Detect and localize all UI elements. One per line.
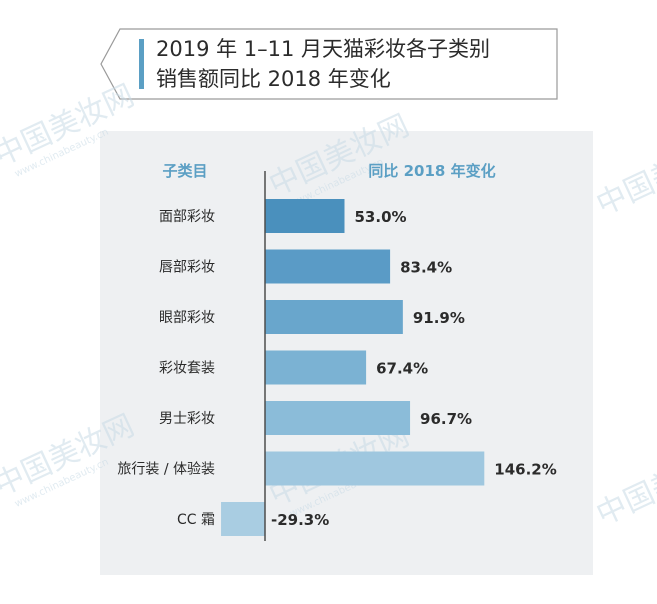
value-label: 83.4% <box>400 259 452 277</box>
category-label: 唇部彩妆 <box>159 260 215 276</box>
title-line-2: 销售额同比 2018 年变化 <box>156 67 391 91</box>
category-label: 男士彩妆 <box>159 411 215 427</box>
bar-chart: 子类目 同比 2018 年变化 面部彩妆 53.0% 唇部彩妆 83.4% 眼部彩妆 91… <box>117 162 557 541</box>
category-header: 子类目 <box>162 162 207 180</box>
value-label: 67.4% <box>376 360 428 378</box>
value-label: 146.2% <box>494 461 556 479</box>
bar <box>265 300 403 334</box>
value-label: 96.7% <box>420 410 472 428</box>
title-accent-bar <box>139 39 144 89</box>
bar <box>221 502 265 536</box>
bar <box>265 249 391 284</box>
bar <box>265 199 345 233</box>
title-frame <box>100 28 558 100</box>
chart-title: 2019 年 1–11 月天猫彩妆各子类别 销售额同比 2018 年变化 <box>156 34 490 94</box>
value-label: 91.9% <box>413 309 465 327</box>
bar <box>265 401 411 435</box>
category-label: 眼部彩妆 <box>159 310 215 326</box>
category-label: 旅行装 / 体验装 <box>117 462 215 478</box>
value-label: 53.0% <box>355 208 407 226</box>
category-label: 彩妆套装 <box>159 361 215 377</box>
category-label: CC 霜 <box>177 512 215 528</box>
value-label: -29.3% <box>271 511 329 529</box>
watermark-logo: 中国美妆网 <box>588 120 657 223</box>
watermark-logo: 中国美妆网 <box>588 430 657 533</box>
watermark-text: 中国美妆网 <box>591 437 657 533</box>
watermark-text: 中国美妆网 <box>591 127 657 223</box>
bar <box>265 350 367 385</box>
change-header: 同比 2018 年变化 <box>368 162 495 180</box>
title-line-1: 2019 年 1–11 月天猫彩妆各子类别 <box>156 37 491 61</box>
title-box <box>100 28 558 100</box>
bar <box>265 451 485 486</box>
category-label: 面部彩妆 <box>159 209 215 225</box>
